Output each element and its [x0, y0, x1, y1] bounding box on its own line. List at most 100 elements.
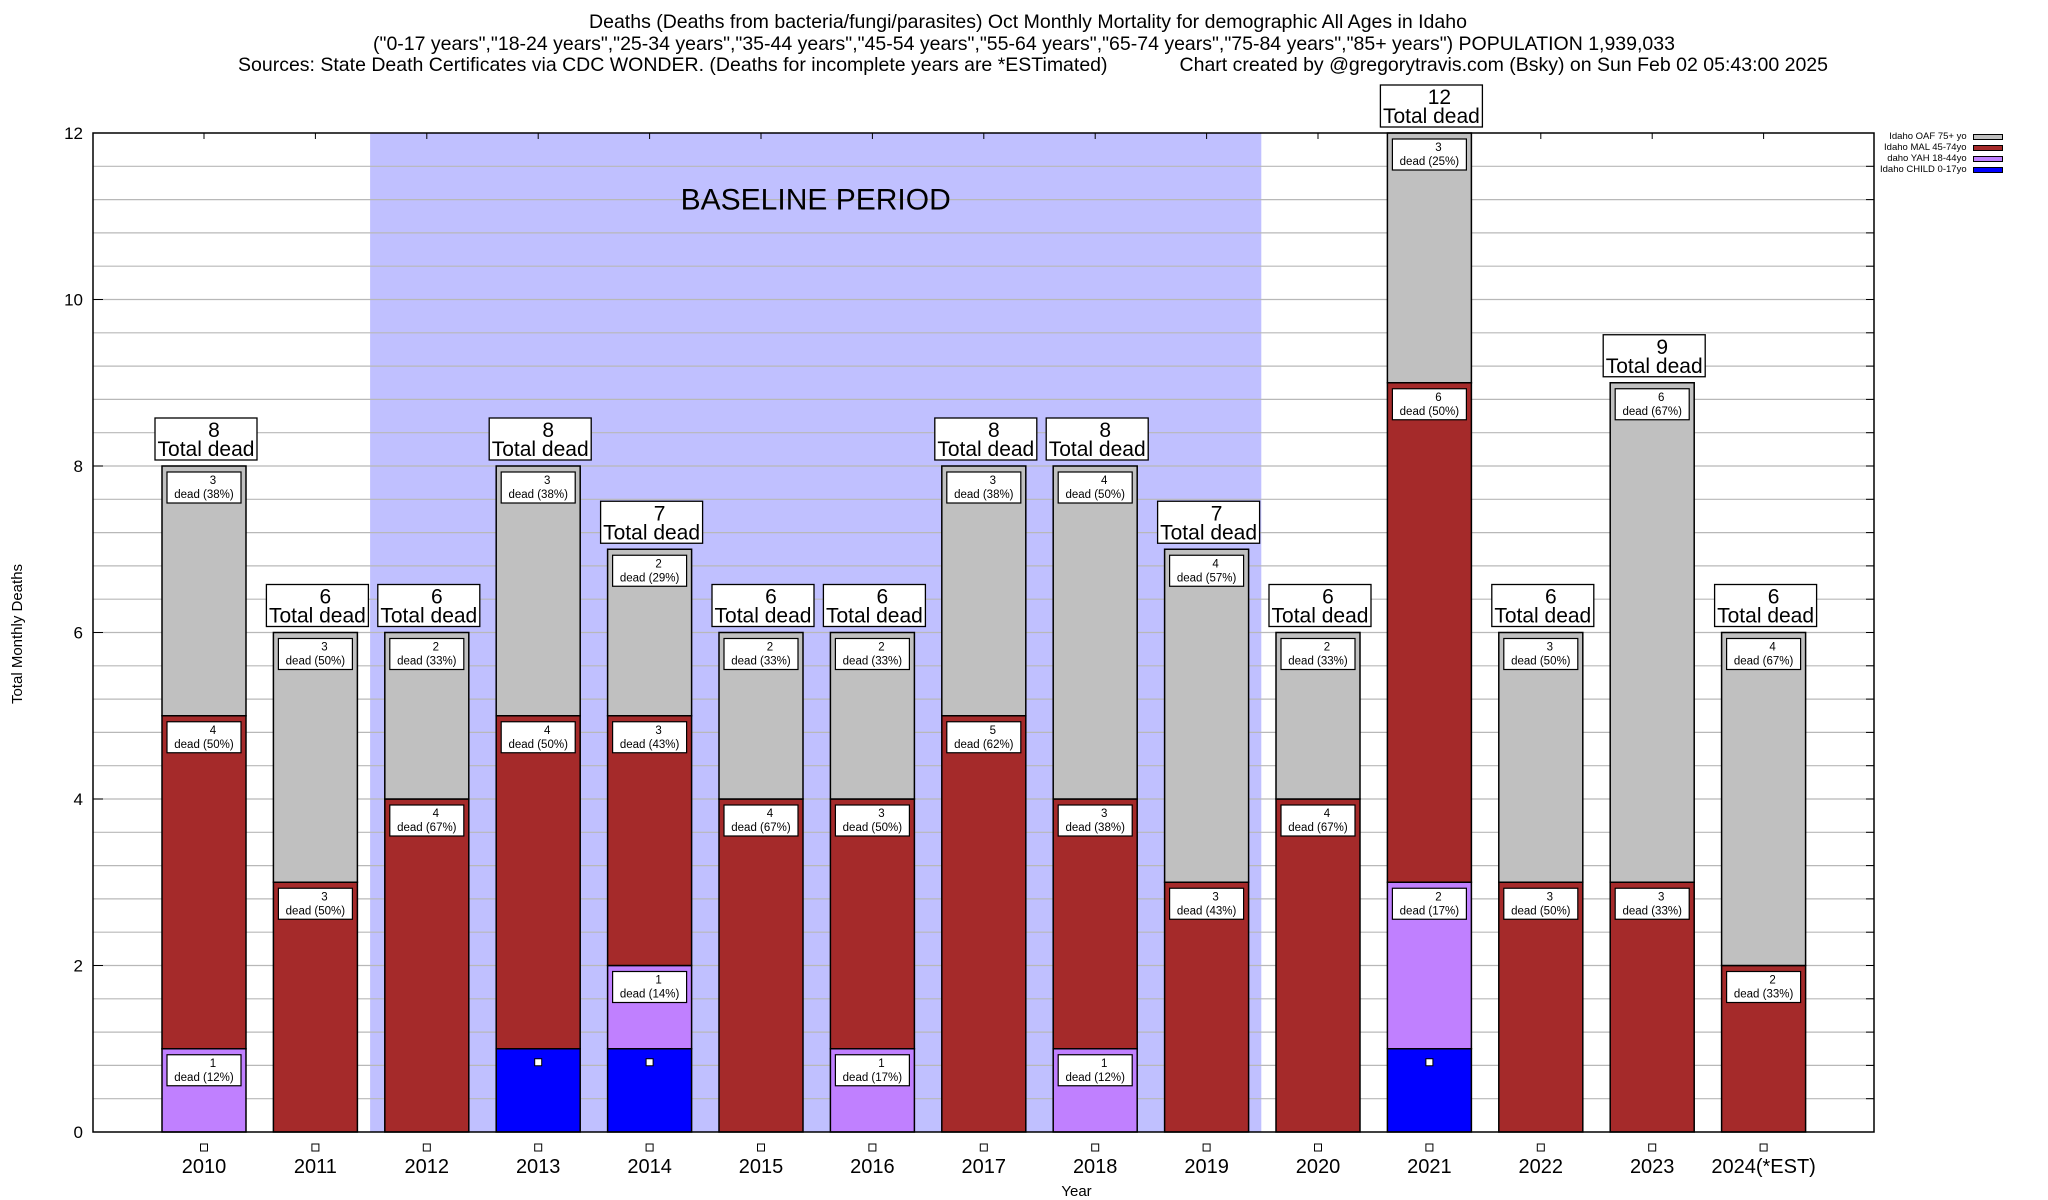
x-axis-marker — [1314, 1143, 1322, 1152]
x-tick-label: 2020 — [1296, 1156, 1341, 1178]
segment-label-count: 6 — [1658, 392, 1664, 404]
x-axis-marker — [1202, 1143, 1211, 1152]
bar-segment — [606, 715, 693, 967]
segment-label-count: 2 — [767, 642, 773, 654]
segment-label-box — [500, 471, 576, 504]
title-line-2: ("0-17 years","18-24 years","25-34 years… — [373, 32, 1675, 55]
x-axis-marker — [1091, 1143, 1100, 1152]
total-label-box — [1045, 417, 1149, 461]
total-label-count: 6 — [877, 586, 889, 609]
segment-label-box — [834, 1054, 911, 1087]
total-label-text: Total dead — [603, 521, 700, 544]
segment-label-text: dead (67%) — [397, 822, 457, 834]
total-label-text: Total dead — [1049, 438, 1146, 461]
segment-label-text: dead (50%) — [286, 905, 346, 917]
total-label-count: 7 — [654, 502, 666, 525]
total-label-box — [1268, 583, 1372, 628]
segment-label-text: dead (33%) — [1288, 656, 1348, 668]
segment-label-count: 1 — [1101, 1058, 1107, 1070]
segment-label-count: 4 — [1769, 642, 1776, 654]
total-label-text: Total dead — [492, 438, 589, 461]
bar-segment — [161, 715, 247, 1050]
y-axis-label: Total Monthly Deaths — [9, 564, 26, 704]
total-label-count: 6 — [765, 586, 777, 609]
segment-label-count: 4 — [544, 725, 551, 737]
legend-label: daho YAH 18-44yo — [1887, 153, 1967, 164]
bar-segment — [384, 798, 470, 1133]
segment-label-text: dead (38%) — [1065, 822, 1125, 834]
total-label-count: 8 — [988, 419, 1000, 442]
y-tick-label: 10 — [64, 291, 83, 310]
segment-label-text: dead (67%) — [1734, 656, 1794, 668]
legend-swatch — [1972, 155, 2003, 162]
bar-segment — [1275, 798, 1361, 1133]
segment-label-count: 3 — [321, 642, 327, 654]
segment-label-count: 3 — [990, 475, 996, 487]
x-axis-marker — [1759, 1143, 1768, 1152]
segment-label-box — [166, 471, 242, 504]
y-tick-label: 2 — [74, 957, 83, 976]
segment-label-box — [1503, 637, 1579, 671]
title-line-3: Sources: State Death Certificates via CD… — [0, 54, 2048, 77]
segment-label-box — [946, 471, 1022, 504]
bar-segment — [272, 631, 359, 883]
total-label-text: Total dead — [1606, 355, 1703, 378]
total-label-text: Total dead — [380, 605, 477, 628]
segment-label-count: 6 — [1435, 392, 1441, 404]
segment-label-box — [1057, 471, 1133, 504]
segment-label-text: dead (50%) — [508, 739, 568, 751]
segment-label-text: dead (25%) — [1400, 156, 1460, 168]
legend-swatch — [1972, 144, 2003, 151]
total-label-text: Total dead — [1494, 605, 1591, 628]
segment-label-box — [1168, 554, 1245, 587]
segment-label-text: dead (38%) — [174, 489, 234, 501]
total-label-box — [1156, 500, 1261, 544]
segment-label-count: 3 — [1435, 142, 1441, 154]
total-label-box — [488, 417, 592, 461]
total-label-text: Total dead — [715, 605, 812, 628]
x-axis-marker — [1536, 1143, 1545, 1152]
segment-label-count: 2 — [1324, 642, 1330, 654]
segment-label-count: 1 — [655, 975, 661, 987]
segment-label-text: dead (67%) — [1288, 822, 1348, 834]
segment-label-box — [389, 637, 465, 671]
segment-label-count: 2 — [1435, 891, 1441, 903]
legend-label: Idaho OAF 75+ yo — [1889, 131, 1967, 142]
legend-label: Idaho MAL 45-74yo — [1884, 142, 1967, 153]
segment-label-count: 4 — [433, 808, 440, 820]
segment-label-count: 3 — [321, 891, 327, 903]
total-label-box — [154, 417, 258, 461]
segment-label-text: dead (12%) — [1065, 1072, 1125, 1084]
segment-marker — [1425, 1058, 1434, 1067]
total-label-count: 6 — [320, 586, 332, 609]
total-label-count: 8 — [1099, 419, 1111, 442]
segment-label-count: 4 — [1324, 808, 1331, 820]
segment-label-text: dead (57%) — [1177, 572, 1237, 584]
segment-label-count: 3 — [1101, 808, 1107, 820]
total-label-text: Total dead — [1383, 105, 1480, 128]
segment-label-box — [277, 637, 353, 671]
segment-label-text: dead (50%) — [174, 739, 234, 751]
total-label-count: 8 — [542, 419, 554, 442]
segment-label-count: 1 — [878, 1058, 884, 1070]
title-line-1: Deaths (Deaths from bacteria/fungi/paras… — [589, 11, 1467, 33]
bar-segment — [1386, 132, 1473, 384]
segment-label-count: 2 — [655, 558, 661, 570]
y-tick-label: 6 — [74, 624, 83, 643]
segment-label-count: 3 — [1547, 891, 1553, 903]
baseline-period-label: BASELINE PERIOD — [681, 184, 951, 217]
segment-label-text: dead (33%) — [1622, 905, 1682, 917]
segment-label-box — [1614, 887, 1690, 920]
segment-label-box — [723, 804, 799, 837]
segment-label-box — [1057, 1054, 1133, 1087]
legend-swatch — [1972, 133, 2003, 140]
bar-segment — [1498, 631, 1584, 883]
x-tick-label: 2024(*EST) — [1711, 1156, 1816, 1178]
x-tick-label: 2014 — [627, 1156, 672, 1178]
segment-label-count: 2 — [1769, 975, 1775, 987]
total-label-text: Total dead — [826, 605, 923, 628]
total-label-text: Total dead — [269, 605, 366, 628]
x-axis-label: Year — [1061, 1183, 1091, 1200]
x-axis-marker — [311, 1143, 320, 1152]
segment-label-count: 2 — [878, 642, 884, 654]
